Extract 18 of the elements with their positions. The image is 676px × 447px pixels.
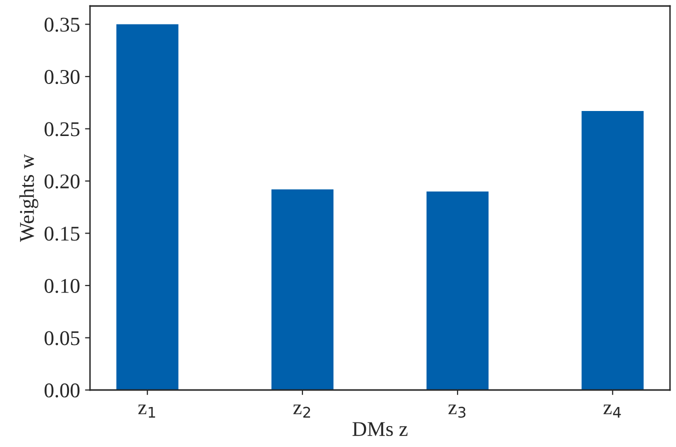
x-tick-label: z$_{4}$ xyxy=(603,404,621,418)
y-tick-label: 0.30 xyxy=(44,70,80,84)
y-tick-label: 0.00 xyxy=(44,383,80,398)
y-tick-label: 0.20 xyxy=(44,174,80,189)
bar xyxy=(582,111,644,390)
bar xyxy=(116,24,178,390)
bar xyxy=(426,191,489,390)
bar xyxy=(271,189,334,390)
y-tick-label: 0.10 xyxy=(44,278,80,294)
y-tick-label: 0.15 xyxy=(44,226,80,241)
x-tick-label: z$_{1}$ xyxy=(138,404,156,418)
y-tick-label: 0.35 xyxy=(44,18,80,32)
x-tick-label: z$_{2}$ xyxy=(293,404,310,418)
x-tick-label: z$_{3}$ xyxy=(448,404,466,418)
y-tick-label: 0.05 xyxy=(44,331,80,346)
y-axis-title: Weights w xyxy=(19,154,38,242)
x-axis-title: DMs z xyxy=(352,422,408,436)
y-tick-label: 0.25 xyxy=(44,122,80,136)
